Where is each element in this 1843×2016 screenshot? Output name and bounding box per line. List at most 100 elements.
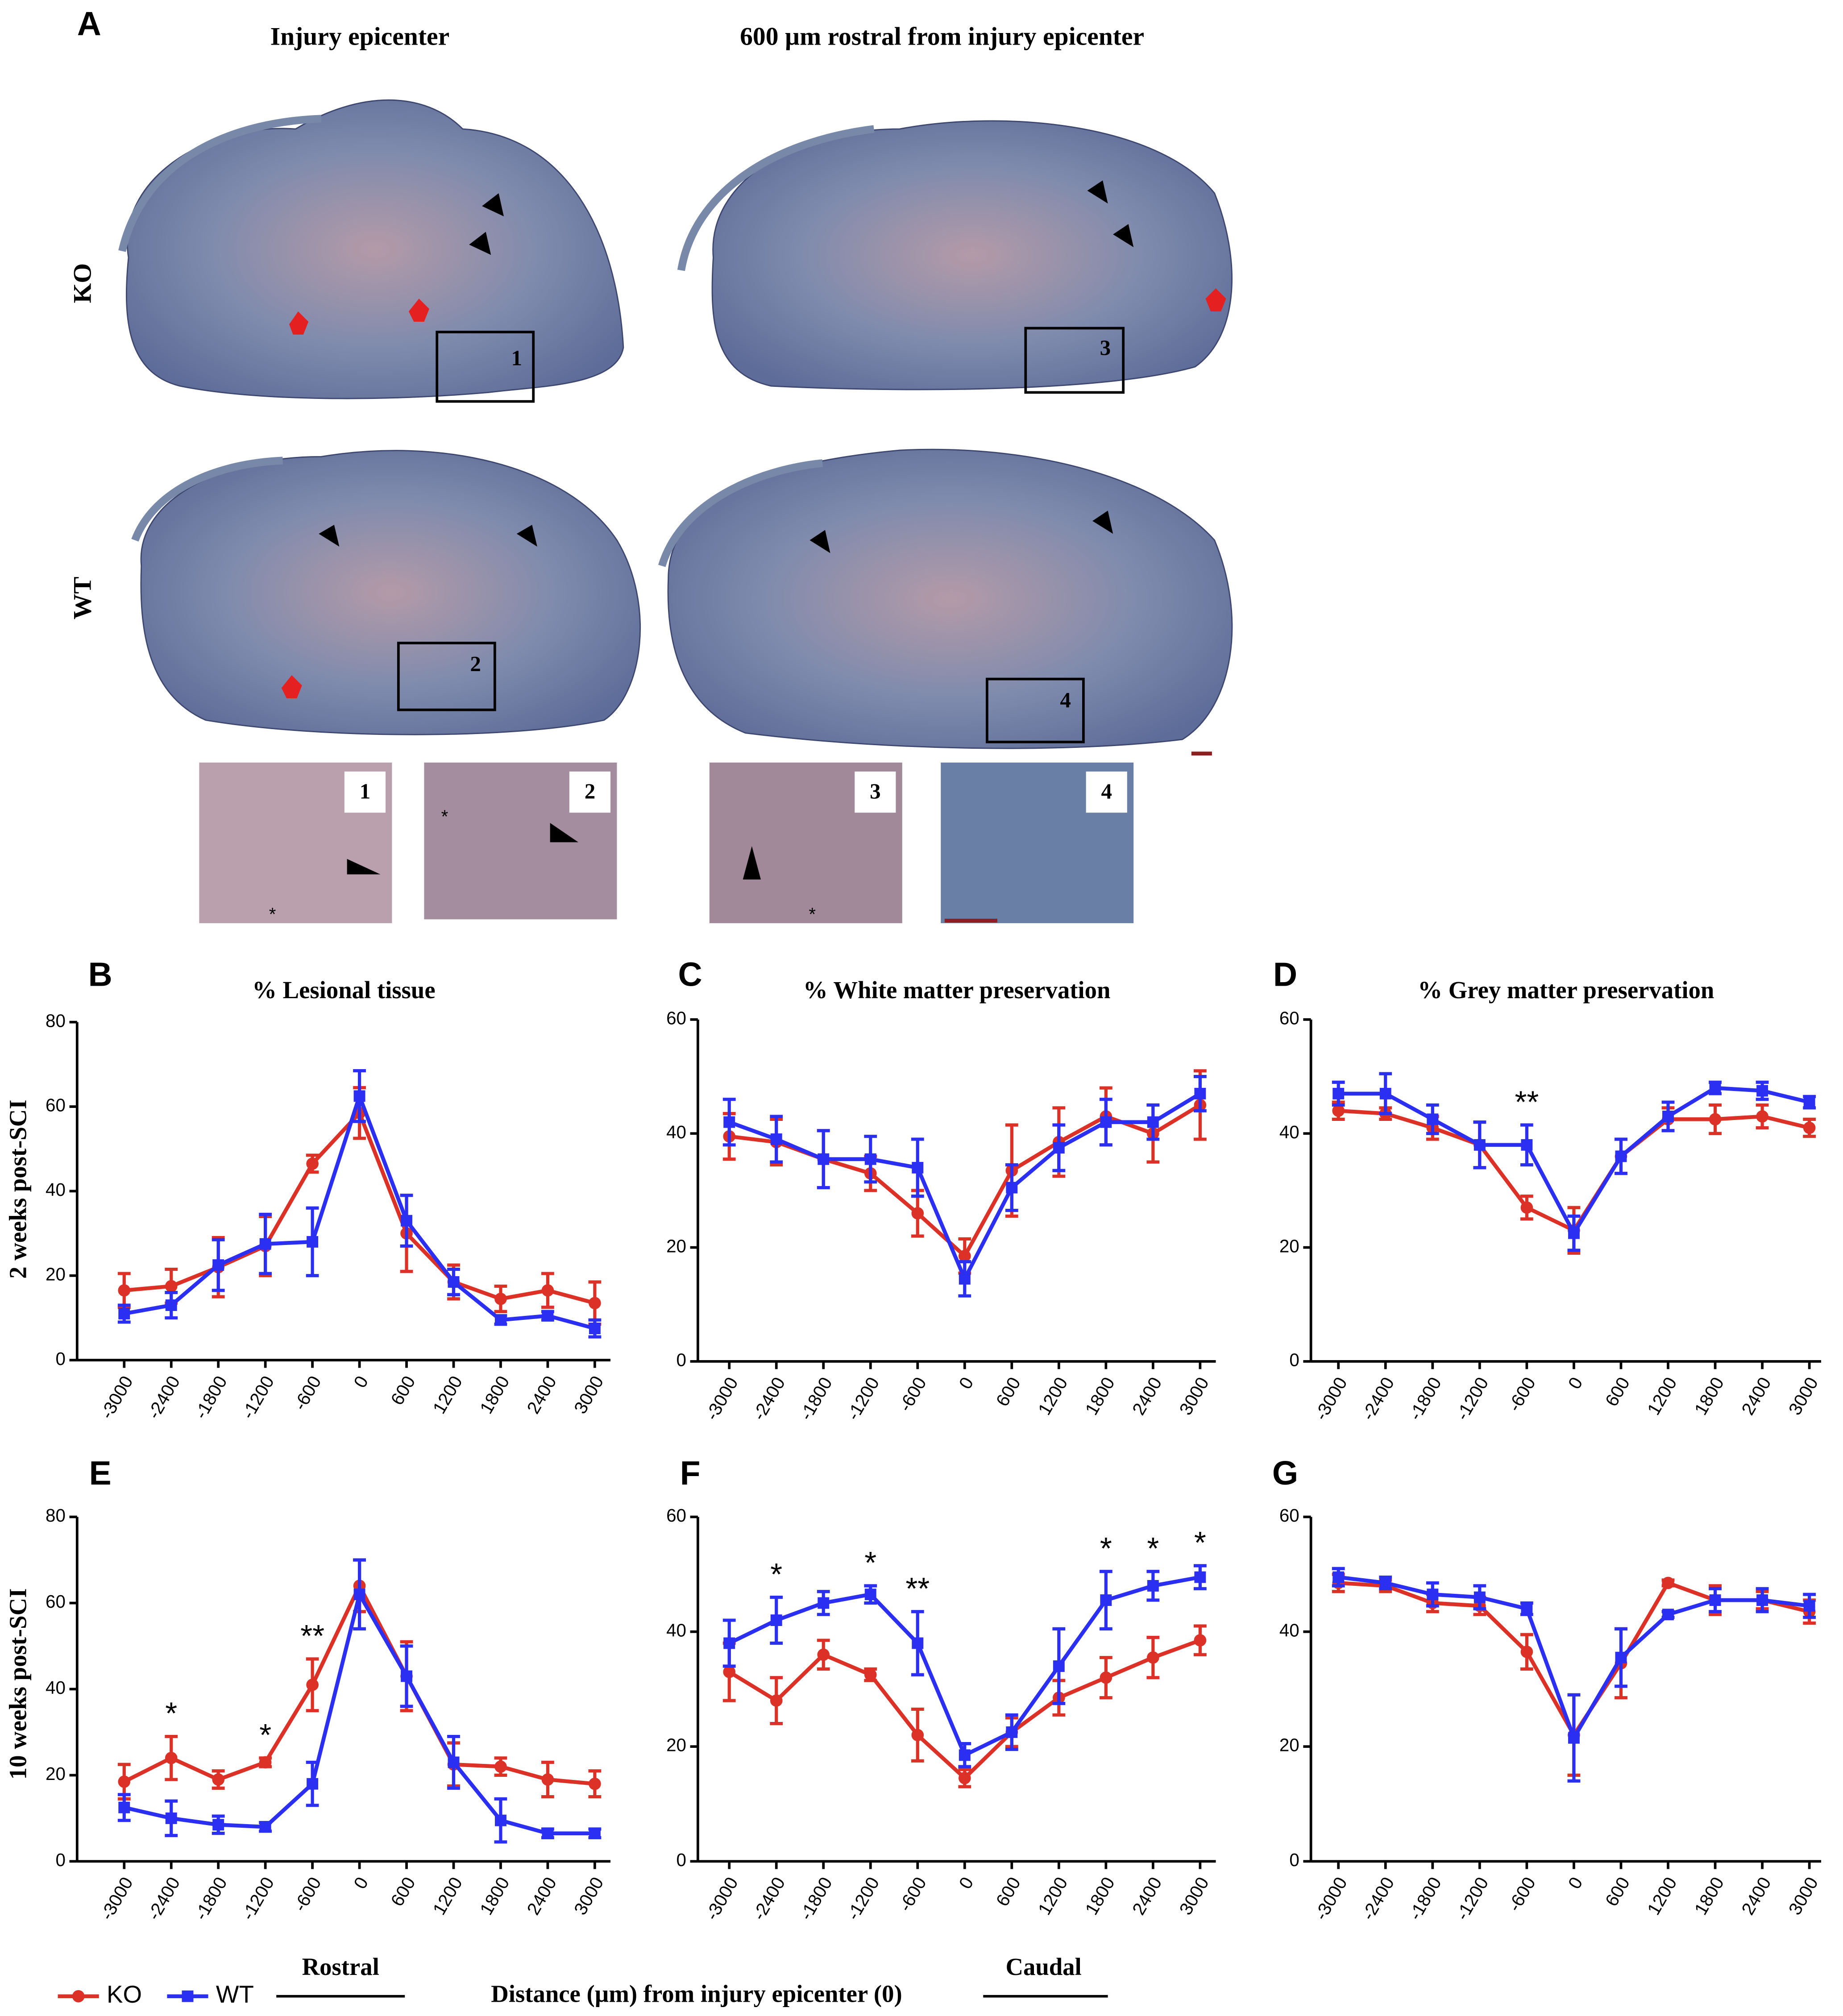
data-point — [1053, 1660, 1065, 1672]
legend-marker — [72, 1990, 85, 2003]
x-tick-label: 600 — [386, 1372, 419, 1408]
x-tick-label: 1200 — [1034, 1373, 1072, 1419]
data-point — [817, 1648, 830, 1661]
data-point — [1194, 1087, 1206, 1099]
data-point — [1568, 1732, 1580, 1744]
data-point — [1803, 1096, 1815, 1108]
y-tick-label: 20 — [46, 1763, 66, 1784]
inset-label: 2 — [585, 779, 595, 803]
data-point — [770, 1614, 782, 1626]
y-tick-label: 60 — [1279, 1505, 1299, 1526]
row-label: 2 weeks post-SCI — [4, 1099, 32, 1278]
panel-label: F — [680, 1454, 701, 1492]
x-tick-label: -600 — [289, 1372, 325, 1414]
x-tick-label: 600 — [1601, 1874, 1634, 1910]
data-point — [259, 1238, 271, 1250]
panel-label: E — [89, 1454, 112, 1492]
x-tick-label: 0 — [1564, 1373, 1586, 1392]
data-point — [959, 1749, 971, 1761]
data-point — [1147, 1580, 1159, 1592]
inset-label: 3 — [870, 779, 880, 803]
data-point — [118, 1284, 131, 1297]
data-point — [911, 1207, 924, 1220]
data-point — [589, 1777, 601, 1790]
x-tick-label: 0 — [349, 1372, 372, 1391]
data-point — [165, 1812, 177, 1824]
column-title: Injury epicenter — [270, 23, 449, 51]
chart-title: % Lesional tissue — [252, 976, 435, 1004]
x-tick-label: -3000 — [1310, 1874, 1351, 1924]
y-tick-label: 0 — [55, 1850, 65, 1870]
data-point — [165, 1299, 177, 1311]
data-point — [259, 1821, 271, 1833]
series-line — [124, 1109, 595, 1305]
data-point — [1332, 1571, 1345, 1583]
data-point — [723, 1637, 735, 1649]
x-tick-label: 1800 — [1690, 1874, 1728, 1919]
data-point — [911, 1729, 924, 1742]
inset-mark: * — [269, 904, 276, 924]
significance: * — [1147, 1531, 1159, 1566]
box-label: 1 — [511, 346, 522, 370]
column-title: 600 µm rostral from injury epicenter — [740, 23, 1144, 51]
chart-title: % White matter preservation — [803, 976, 1110, 1004]
x-tick-label: -2400 — [1357, 1373, 1398, 1423]
inset-label: 4 — [1101, 779, 1112, 803]
data-point — [1615, 1651, 1627, 1663]
section — [140, 450, 641, 735]
data-point — [401, 1670, 412, 1682]
data-point — [1194, 1634, 1207, 1647]
y-tick-label: 20 — [1279, 1236, 1299, 1256]
data-point — [1520, 1201, 1533, 1214]
y-tick-label: 80 — [46, 1010, 66, 1031]
data-point — [541, 1773, 554, 1786]
x-tick-label: 3000 — [570, 1372, 608, 1417]
x-tick-label: 2400 — [1737, 1874, 1775, 1919]
data-point — [589, 1827, 601, 1839]
chart-title: % Grey matter preservation — [1418, 976, 1714, 1004]
data-point — [1756, 1085, 1768, 1097]
x-tick-label: 2400 — [523, 1372, 560, 1417]
x-tick-label: -2400 — [143, 1874, 184, 1924]
data-point — [1379, 1087, 1391, 1099]
section — [711, 120, 1233, 390]
y-tick-label: 20 — [46, 1264, 66, 1284]
y-tick-label: 0 — [1289, 1350, 1299, 1370]
data-point — [212, 1773, 225, 1786]
data-point — [1662, 1111, 1674, 1122]
y-tick-label: 40 — [46, 1677, 66, 1698]
data-point — [912, 1637, 924, 1649]
panel-label: C — [678, 956, 702, 993]
x-tick-label: -3000 — [701, 1373, 742, 1423]
data-point — [1100, 1594, 1112, 1606]
data-point — [494, 1293, 507, 1305]
data-point — [165, 1751, 178, 1764]
data-point — [118, 1775, 131, 1788]
y-tick-label: 40 — [666, 1122, 686, 1142]
data-point — [448, 1276, 460, 1288]
data-point — [1053, 1142, 1065, 1154]
x-tick-label: 2400 — [1737, 1373, 1775, 1419]
data-point — [306, 1157, 319, 1170]
data-point — [1147, 1651, 1159, 1664]
data-point — [1615, 1150, 1627, 1162]
x-tick-label: 600 — [992, 1373, 1024, 1410]
x-tick-label: -1800 — [190, 1874, 231, 1924]
data-point — [1006, 1726, 1018, 1738]
significance: ** — [905, 1571, 930, 1606]
y-tick-label: 20 — [1279, 1735, 1299, 1755]
x-tick-label: -600 — [895, 1874, 930, 1915]
box-label: 2 — [470, 651, 481, 676]
data-point — [306, 1678, 319, 1691]
x-tick-label: 1200 — [1643, 1874, 1681, 1919]
data-point — [864, 1153, 876, 1165]
y-tick-label: 0 — [1289, 1850, 1299, 1870]
y-tick-label: 60 — [666, 1008, 686, 1029]
data-point — [1332, 1087, 1345, 1099]
x-tick-label: -2400 — [1357, 1874, 1398, 1924]
data-point — [1100, 1116, 1112, 1128]
data-point — [1474, 1139, 1486, 1151]
x-tick-label: -1200 — [843, 1874, 883, 1924]
x-tick-label: 3000 — [570, 1874, 608, 1919]
